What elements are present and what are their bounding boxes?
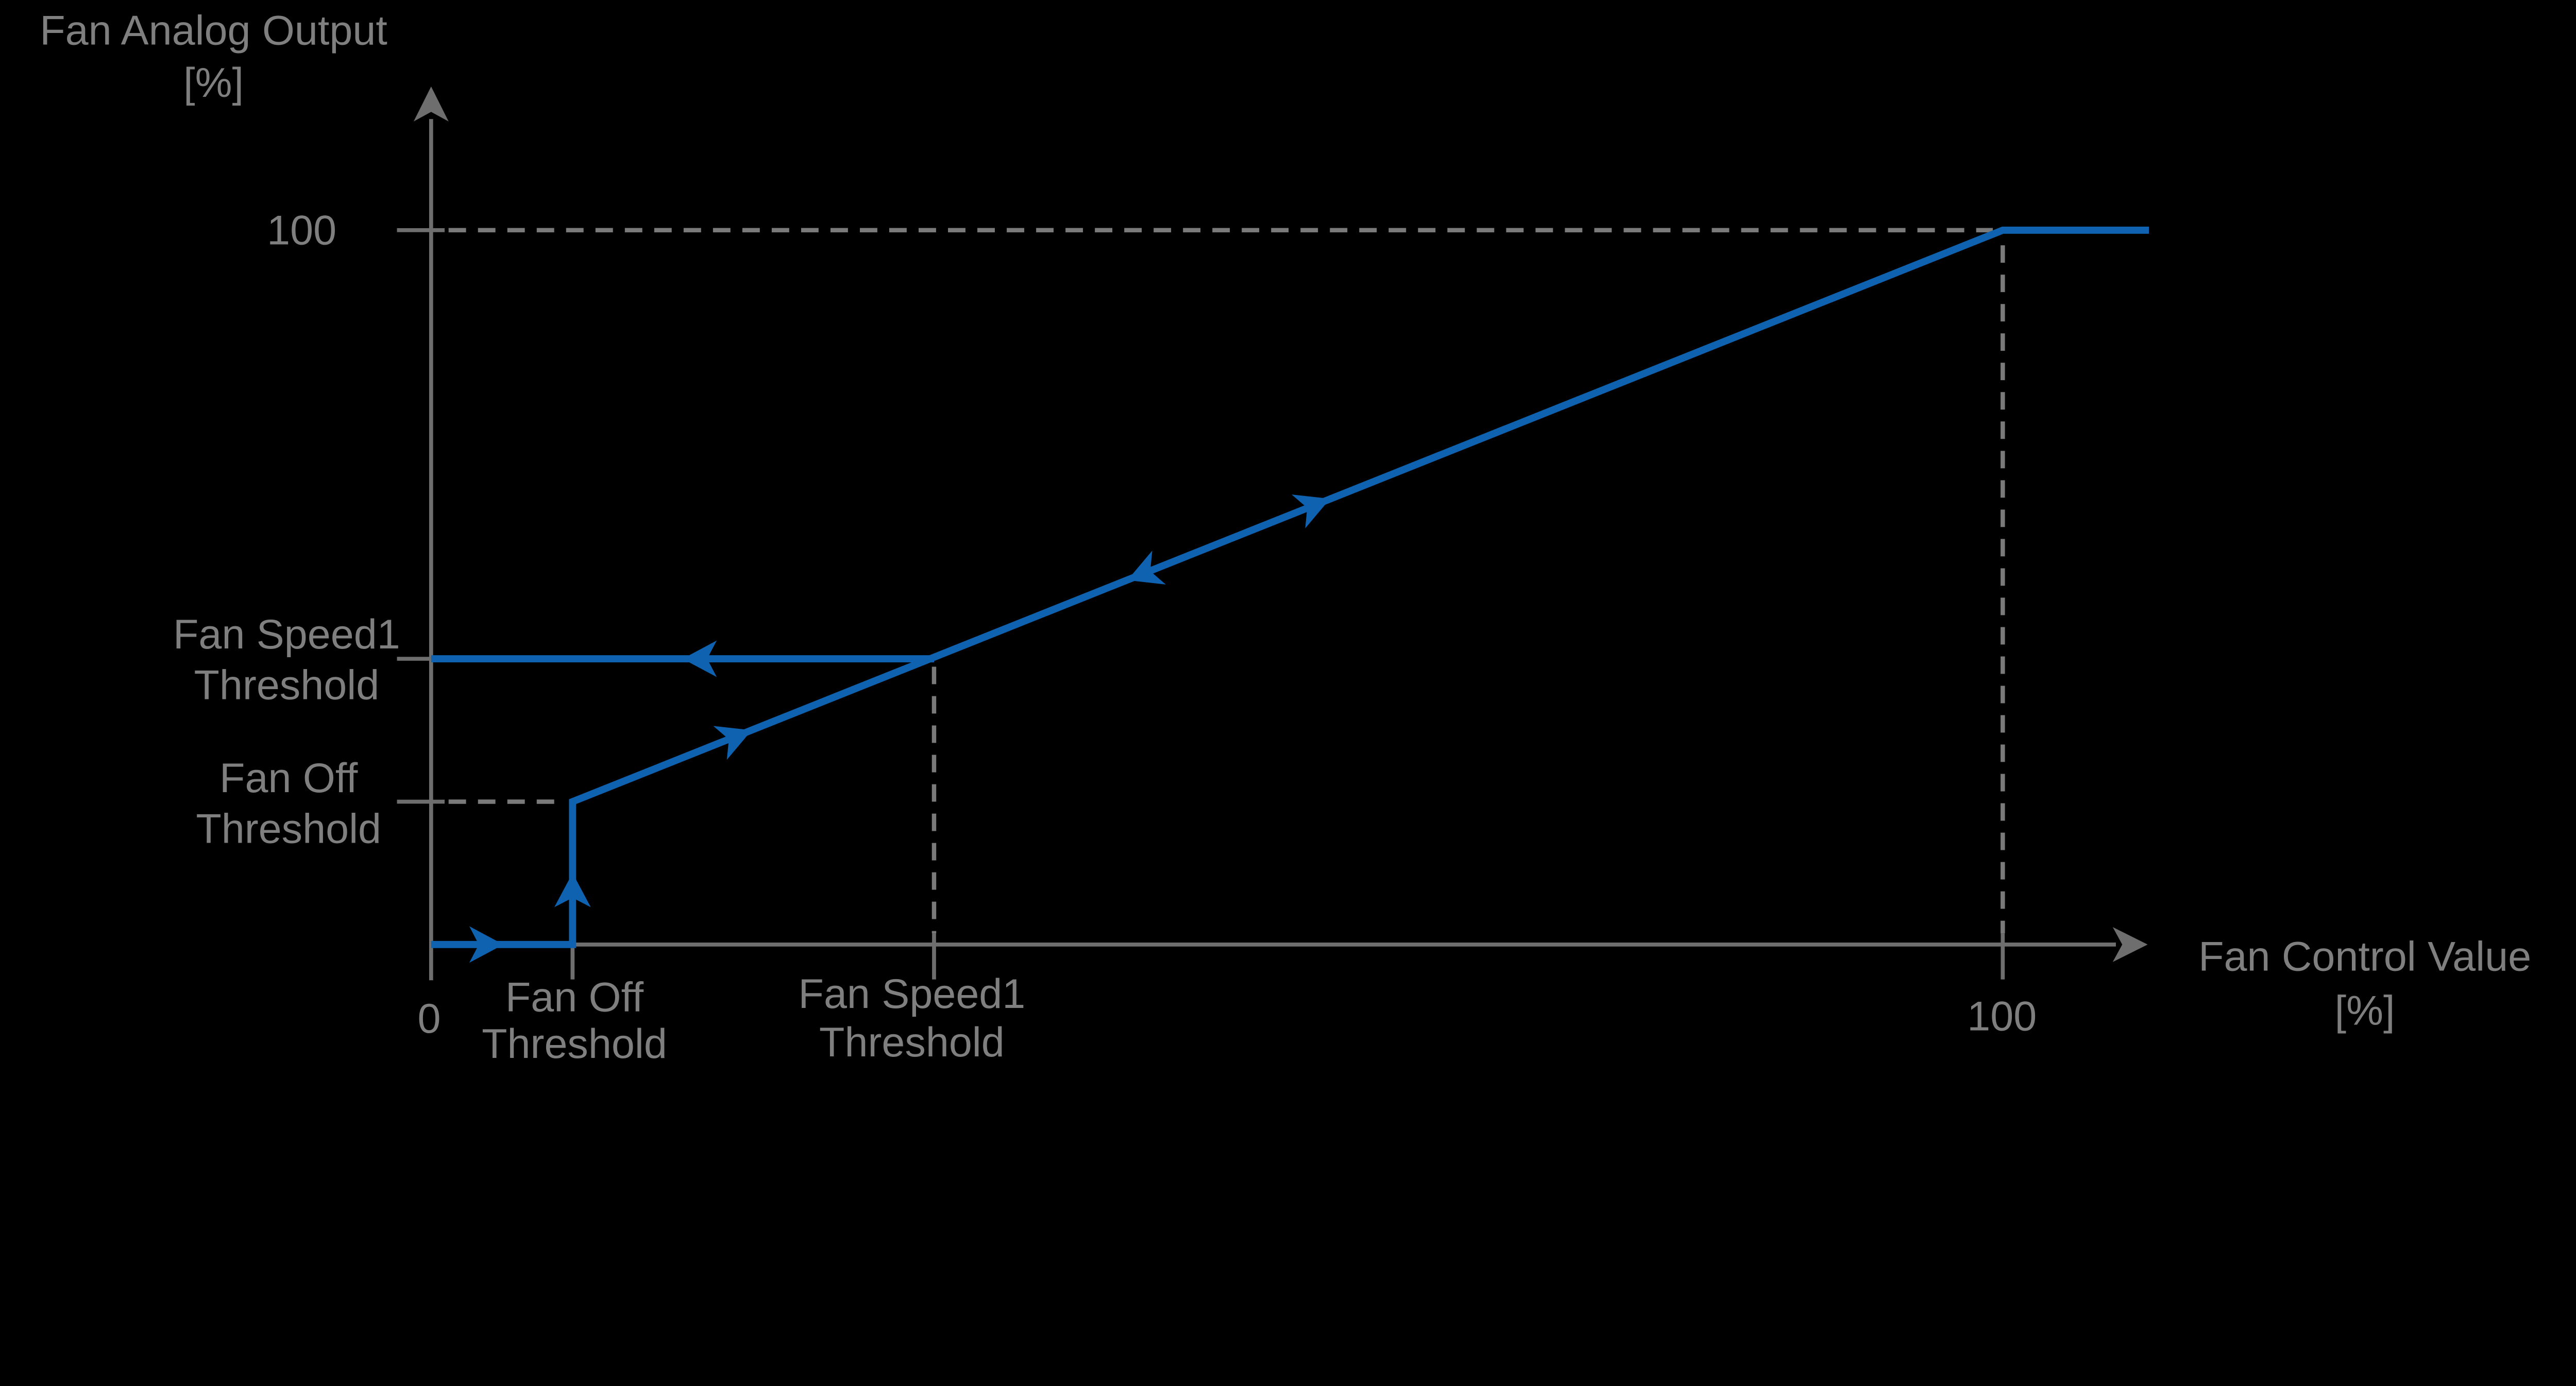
flow-arrow-up-1 [554, 873, 591, 908]
y-axis-title-line2: [%] [183, 60, 244, 106]
curve-rising-path [431, 226, 2149, 948]
x-axis-title-line2: [%] [2335, 988, 2395, 1034]
flow-arrows-layer [469, 494, 1330, 963]
y-tick-label-100: 100 [267, 208, 336, 254]
x-axis-title-line1: Fan Control Value [2198, 934, 2531, 980]
flow-arrow-up-right-5 [1292, 494, 1330, 528]
x-tick-label-100: 100 [1967, 993, 2037, 1039]
hysteresis-curve-layer [431, 226, 2149, 948]
y-tick-label-fan-speed1-line2: Threshold [194, 662, 379, 709]
x-axis-arrowhead [2112, 927, 2148, 962]
y-tick-label-fan-off-line1: Fan Off [219, 755, 358, 801]
axes-layer [413, 86, 2148, 981]
labels-layer: Fan Analog Output [%] 100 Fan Speed1 Thr… [40, 7, 2531, 1067]
x-tick-label-fan-off-line1: Fan Off [505, 974, 644, 1020]
flow-arrow-right-0 [469, 926, 504, 963]
y-tick-label-fan-off-line2: Threshold [196, 806, 381, 852]
axis-ticks-layer [397, 228, 2005, 980]
x-tick-label-fan-off-line2: Threshold [482, 1021, 667, 1067]
reference-lines-layer [448, 228, 2005, 934]
x-tick-label-0: 0 [417, 996, 440, 1042]
flow-arrow-up-right-2 [713, 726, 752, 760]
x-tick-label-fan-speed1-line2: Threshold [819, 1019, 1005, 1066]
fan-control-chart: Fan Analog Output [%] 100 Fan Speed1 Thr… [40, 7, 2531, 1067]
x-tick-label-fan-speed1-line1: Fan Speed1 [799, 971, 1026, 1017]
flow-arrow-down-left-4 [1127, 551, 1166, 585]
y-axis-arrowhead [413, 86, 449, 122]
flow-arrow-left-3 [682, 640, 717, 677]
y-tick-label-fan-speed1-line1: Fan Speed1 [173, 611, 400, 658]
y-axis-title-line1: Fan Analog Output [40, 7, 387, 54]
